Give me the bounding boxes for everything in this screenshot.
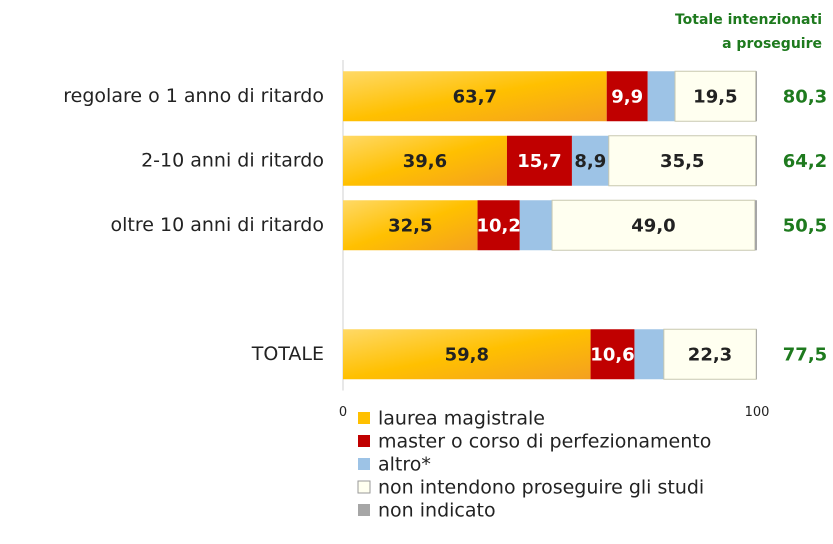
- bar-segment: [608, 135, 757, 187]
- bar-segment: [674, 70, 757, 122]
- total-label: 80,3: [783, 86, 827, 107]
- data-label: 10,2: [476, 215, 520, 236]
- bar-segment: [755, 71, 757, 122]
- bar-segment: [343, 71, 607, 122]
- x-tick-label: 0: [339, 405, 347, 420]
- total-label: 64,2: [783, 151, 827, 172]
- legend-swatch: [357, 480, 371, 494]
- y-tick-label: oltre 10 anni di ritardo: [111, 214, 324, 236]
- legend-label: laurea magistrale: [378, 408, 545, 430]
- data-label: 63,7: [453, 86, 497, 107]
- bar-segment: [519, 200, 553, 251]
- data-label: 10,6: [590, 344, 634, 365]
- legend-label: non intendono proseguire gli studi: [378, 477, 704, 499]
- legend-label: non indicato: [378, 500, 496, 522]
- bar-segment: [551, 199, 756, 251]
- data-label: 9,9: [611, 86, 643, 107]
- bar-segment: [606, 71, 648, 122]
- data-label: 32,5: [388, 215, 432, 236]
- data-label: 15,7: [517, 151, 561, 172]
- y-tick-label: regolare o 1 anno di ritardo: [63, 85, 324, 107]
- legend-swatch: [358, 412, 370, 424]
- data-label: 49,0: [631, 215, 675, 236]
- bar-segment: [343, 135, 507, 186]
- legend-label: altro*: [378, 454, 431, 476]
- y-tick-label: TOTALE: [251, 343, 324, 365]
- legend-swatch: [358, 435, 370, 447]
- y-tick-label: 2-10 anni di ritardo: [141, 149, 324, 171]
- bar-segment: [663, 328, 757, 380]
- bar-segment: [506, 135, 572, 186]
- bar-segment: [590, 329, 635, 380]
- bar-segment: [634, 329, 664, 380]
- legend-swatch: [358, 504, 370, 516]
- bar-segment: [754, 200, 757, 251]
- bar-segment: [343, 329, 591, 380]
- bar-segment: [477, 200, 520, 251]
- legend-label: master o corso di perfezionamento: [378, 431, 711, 453]
- data-label: 39,6: [403, 151, 447, 172]
- data-label: 35,5: [660, 151, 704, 172]
- totals-title: a proseguire: [722, 36, 822, 52]
- bar-segment: [343, 200, 478, 251]
- bar-segment: [755, 135, 757, 186]
- x-tick-label: 100: [745, 405, 770, 420]
- totals-title: Totale intenzionati: [675, 12, 822, 28]
- data-label: 22,3: [688, 344, 732, 365]
- data-label: 19,5: [693, 86, 737, 107]
- data-label: 59,8: [445, 344, 489, 365]
- total-label: 50,5: [783, 215, 827, 236]
- legend-swatch: [358, 458, 370, 470]
- bar-segment: [571, 135, 609, 186]
- data-label: 8,9: [574, 151, 606, 172]
- bar-segment: [756, 329, 757, 380]
- bar-segment: [647, 71, 676, 122]
- total-label: 77,5: [783, 344, 827, 365]
